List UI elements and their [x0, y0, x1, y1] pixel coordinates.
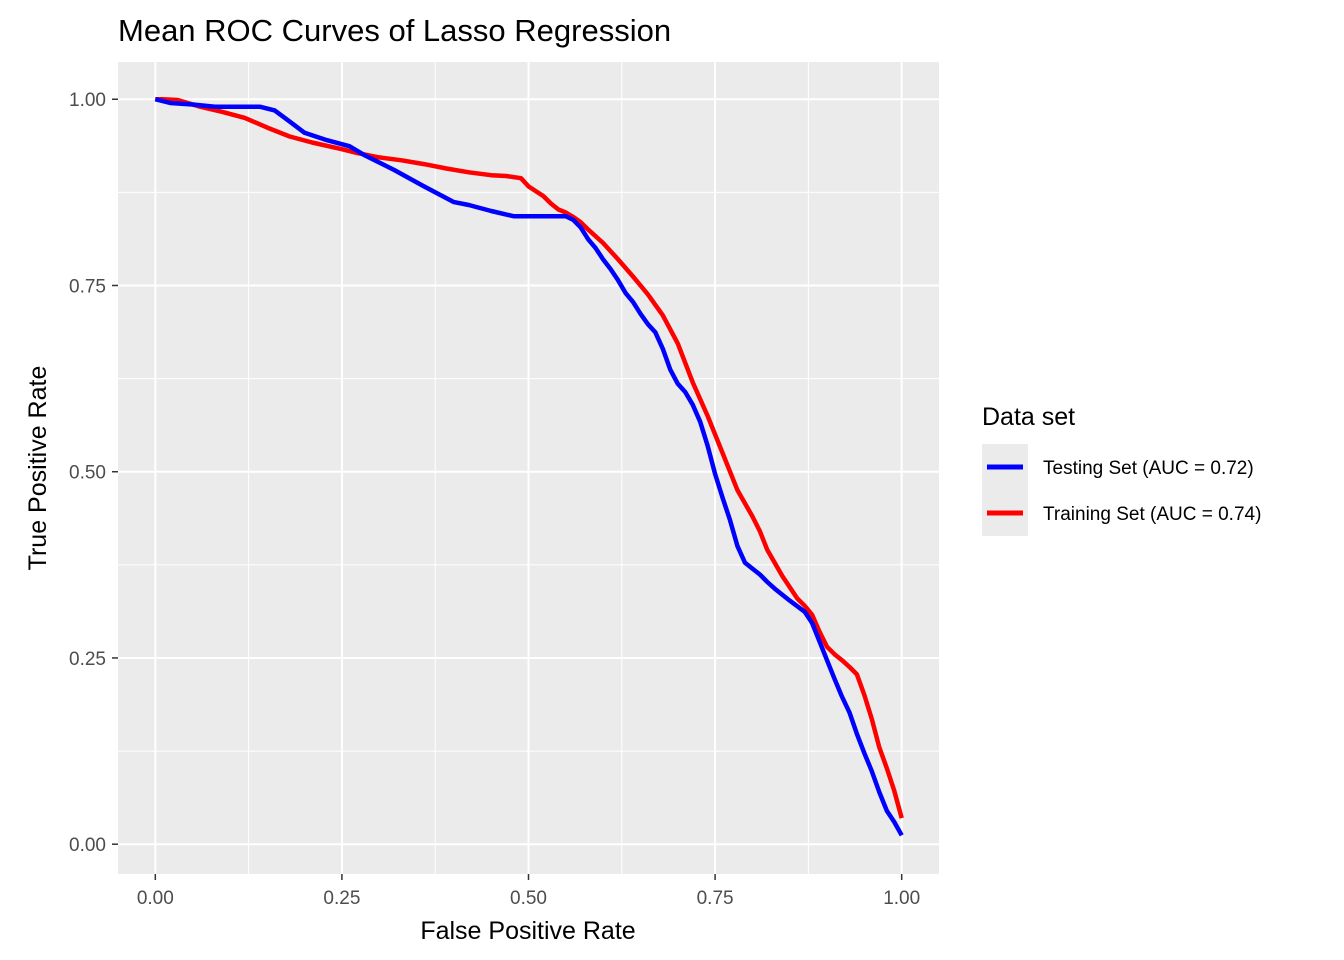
legend-label-training-set: Training Set (AUC = 0.74) [1043, 504, 1261, 525]
legend: Data set Testing Set (AUC = 0.72) Traini… [982, 403, 1261, 536]
x-tick-label: 0.25 [323, 888, 360, 909]
series-line-testing-set [154, 97, 904, 837]
y-axis: 0.00 0.25 0.50 0.75 1.00 [69, 90, 118, 856]
series-layer [154, 96, 904, 837]
y-tick-label: 0.50 [69, 463, 106, 484]
y-tick-label: 0.25 [69, 649, 106, 670]
x-tick-label: 0.00 [137, 888, 174, 909]
x-tick-label: 0.50 [510, 888, 547, 909]
legend-key-background [982, 444, 1028, 536]
chart-title: Mean ROC Curves of Lasso Regression [118, 13, 671, 48]
x-tick-label: 1.00 [883, 888, 920, 909]
series-line-training-set [155, 96, 904, 819]
y-axis-title: True Positive Rate [24, 366, 52, 571]
y-tick-label: 0.00 [69, 835, 106, 856]
y-tick-label: 1.00 [69, 90, 106, 111]
legend-label-testing-set: Testing Set (AUC = 0.72) [1043, 458, 1254, 479]
y-tick-label: 0.75 [69, 276, 106, 297]
major-gridlines [118, 62, 939, 874]
x-tick-label: 0.75 [697, 888, 734, 909]
x-axis-title: False Positive Rate [420, 917, 635, 945]
legend-title: Data set [982, 403, 1075, 431]
x-axis: 0.00 0.25 0.50 0.75 1.00 [137, 874, 920, 909]
